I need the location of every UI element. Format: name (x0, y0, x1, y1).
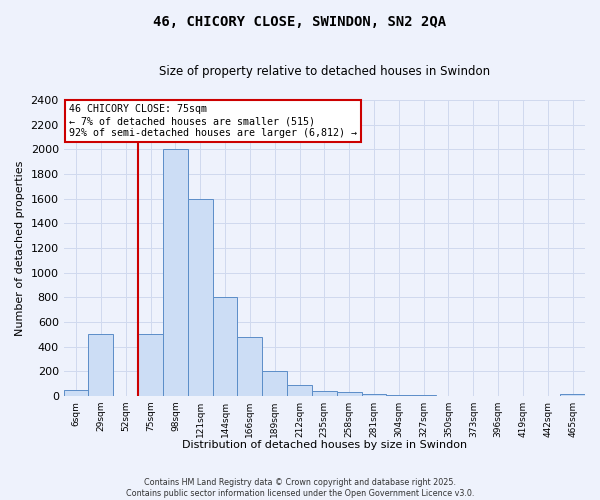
Bar (411, 395, 436, 396)
Bar (262, 372, 287, 396)
Text: Contains HM Land Registry data © Crown copyright and database right 2025.
Contai: Contains HM Land Registry data © Crown c… (126, 478, 474, 498)
Bar (362, 394, 386, 396)
Title: Size of property relative to detached houses in Swindon: Size of property relative to detached ho… (159, 65, 490, 78)
Bar (212, 298, 238, 396)
Bar (188, 198, 212, 396)
Bar (138, 334, 163, 396)
Text: 46 CHICORY CLOSE: 75sqm
← 7% of detached houses are smaller (515)
92% of semi-de: 46 CHICORY CLOSE: 75sqm ← 7% of detached… (69, 104, 357, 138)
Bar (560, 394, 585, 396)
X-axis label: Distribution of detached houses by size in Swindon: Distribution of detached houses by size … (182, 440, 467, 450)
Bar (163, 150, 188, 396)
Bar (287, 385, 312, 396)
Bar (312, 391, 337, 396)
Bar (337, 392, 362, 396)
Bar (386, 395, 411, 396)
Bar (88, 334, 113, 396)
Y-axis label: Number of detached properties: Number of detached properties (15, 160, 25, 336)
Bar (238, 337, 262, 396)
Text: 46, CHICORY CLOSE, SWINDON, SN2 2QA: 46, CHICORY CLOSE, SWINDON, SN2 2QA (154, 15, 446, 29)
Bar (64, 390, 88, 396)
